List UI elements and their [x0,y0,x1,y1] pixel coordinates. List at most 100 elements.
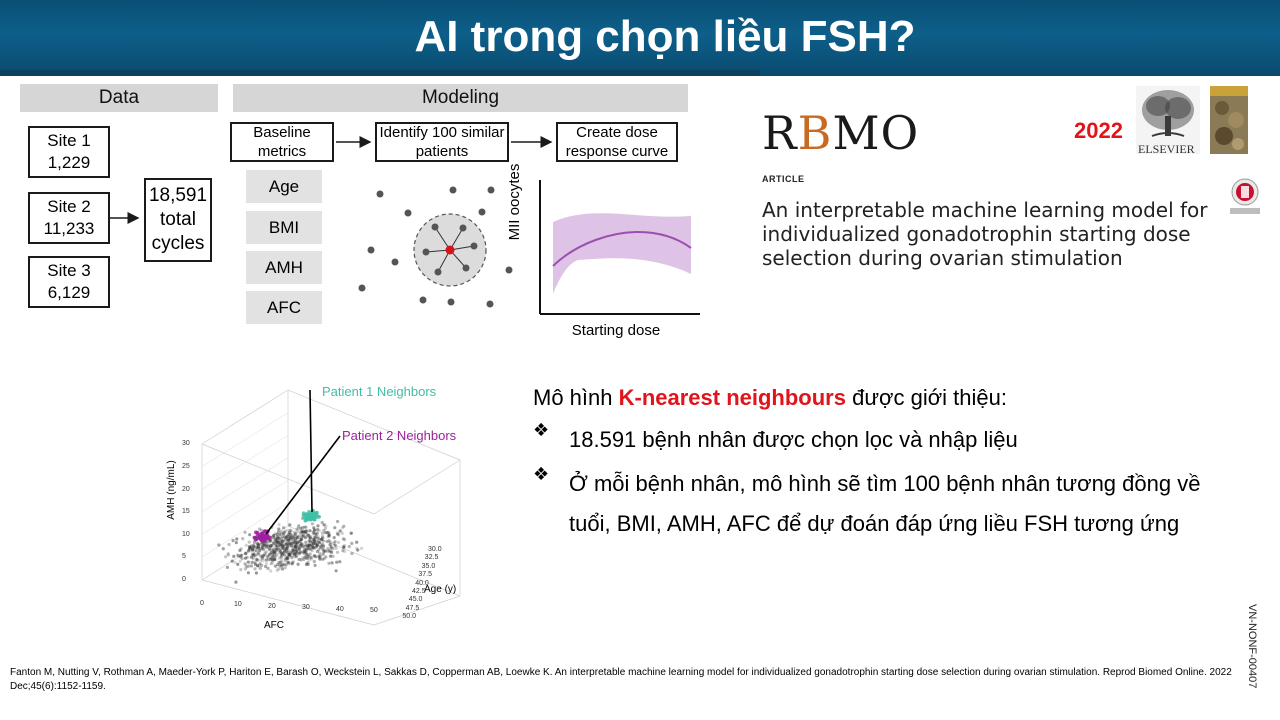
scatter-point [256,542,260,546]
scatter-point [271,561,275,565]
scatter-point [269,544,273,548]
z-tick-label: 10 [182,530,190,538]
scatter-point [311,542,315,546]
scatter-point [282,539,286,543]
scatter-point [231,538,235,543]
scatter-point [356,548,360,552]
patient-1-neighbor-point [307,509,311,514]
scatter-point [335,560,339,564]
scatter-point [285,539,289,543]
scatter-point [280,559,284,563]
scatter-point [286,551,290,555]
scatter-point [294,544,298,548]
scatter-point [278,548,282,552]
z-tick-label: 15 [182,508,190,516]
z-tick-label: 25 [182,463,190,470]
site-2-count: 11,233 [43,219,95,238]
scatter-point [297,547,301,551]
scatter-point [239,547,243,551]
scatter-point [350,541,354,545]
scatter-point [307,547,311,551]
scatter-point [334,569,338,573]
scatter-point [271,558,276,562]
scatter-point [274,547,278,551]
scatter-point [304,535,308,539]
scatter-point [280,540,284,545]
scatter-point [285,550,289,554]
scatter-point [290,562,294,566]
scatter-point [336,519,340,524]
cycles-word: cycles [151,233,205,254]
scatter-point [342,524,346,528]
scatter-point [280,539,284,543]
scatter-point [298,551,302,555]
scatter-point [268,544,273,548]
scatter-point [343,550,347,554]
scatter-point [303,547,307,552]
scatter-point [302,532,306,536]
scatter-point [279,549,283,554]
scatter-point [312,559,316,564]
scatter-point [293,544,297,549]
scatter-point [264,546,268,550]
scatter-point [336,532,340,536]
y-tick-label: 40.0 [415,579,429,587]
scatter-point [334,546,338,550]
scatter-point [276,530,281,534]
scatter-point [279,530,284,534]
scatter-point [313,563,317,567]
scatter-point [305,532,309,537]
scatter-point [313,542,318,546]
scatter-point [288,523,292,527]
scatter-point [293,539,297,543]
scatter-point [315,542,319,547]
axis-x-label: AFC [264,620,284,631]
scatter-point [271,534,275,538]
scatter-point [323,531,327,535]
scatter-point [306,556,310,561]
knn-3d-scatter: Patient 1 Neighbors Patient 2 Neighbors … [160,380,480,635]
scatter-point [300,545,305,549]
metric-amh: AMH [246,251,322,284]
scatter-point [322,549,326,553]
scatter-point [304,525,308,529]
scatter-point [265,557,269,561]
scatter-point [247,548,251,552]
scatter-point [289,554,293,558]
main-content: Mô hình K-nearest neighbours được giới t… [533,380,1253,544]
scatter-point [306,560,310,564]
step-3-line-2: response curve [565,143,669,160]
scatter-point [342,546,346,550]
scatter-point [320,531,324,535]
scatter-point [310,546,314,550]
total-cycles-box: 18,591 total cycles [144,178,212,262]
scatter-point [241,537,245,541]
scatter-point [294,539,298,544]
scatter-point [303,530,307,534]
scatter-point [261,546,265,550]
scatter-point [273,550,278,554]
scatter-point [283,535,287,539]
scatter-point [299,545,303,549]
step-3-line-1: Create dose [576,124,658,141]
patient-1-neighbor-point [301,513,306,518]
scatter-point [266,544,270,548]
scatter-point [342,544,346,548]
scatter-point [349,531,353,535]
y-tick-label: 45.0 [408,596,423,604]
scatter-point [268,552,272,556]
scatter-point [275,537,279,541]
scatter-point [342,538,347,542]
elsevier-tree-icon [1136,86,1200,154]
scatter-point [276,529,280,533]
scatter-point [283,549,287,553]
patient-1-neighbor-point [315,510,319,515]
site-3-box: Site 3 6,129 [28,256,110,308]
scatter-point [253,562,257,567]
scatter-point [318,546,322,550]
scatter-point [298,544,302,548]
scatter-point [289,541,293,545]
scatter-point [289,533,293,537]
axis-z-label: AMH (ng/mL) [166,460,177,520]
scatter-point [260,555,264,559]
